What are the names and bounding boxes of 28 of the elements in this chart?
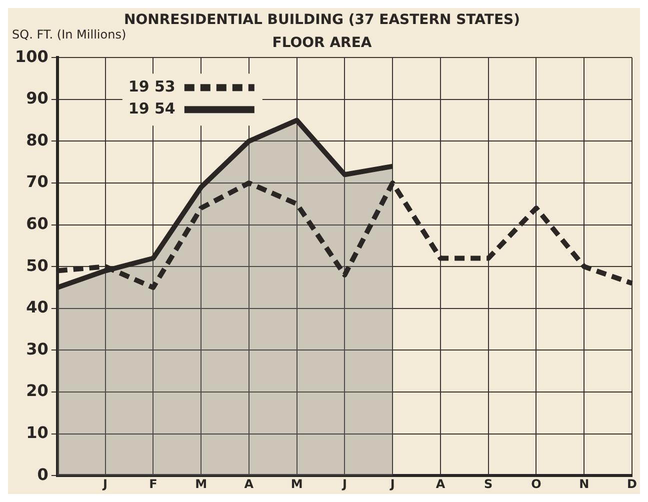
y-tick-label: 0 [37, 464, 48, 484]
y-tick-label: 30 [26, 339, 48, 358]
x-tick-label: D [627, 476, 638, 491]
x-tick-label: J [341, 476, 347, 491]
legend-label: 19 53 [128, 77, 176, 96]
x-tick-label: J [102, 476, 108, 491]
chart-title: NONRESIDENTIAL BUILDING (37 EASTERN STATES) [124, 12, 520, 28]
y-tick-label: 100 [14, 46, 48, 66]
y-tick-label: 40 [26, 298, 48, 317]
x-tick-label: O [531, 476, 542, 491]
y-tick-label: 50 [26, 256, 48, 275]
y-tick-label: 90 [26, 88, 48, 108]
y-axis-title: SQ. FT. (In Millions) [12, 28, 126, 42]
x-tick-label: A [244, 476, 254, 491]
y-tick-label: 60 [26, 214, 48, 233]
y-tick-label: 20 [26, 381, 48, 400]
y-tick-label: 10 [26, 422, 48, 442]
x-tick-label: M [290, 476, 303, 491]
x-tick-label: S [484, 476, 493, 491]
x-tick-label: F [149, 476, 158, 491]
y-tick-label: 70 [26, 172, 48, 192]
legend-label: 19 54 [128, 99, 176, 118]
chart-subtitle: FLOOR AREA [272, 34, 372, 51]
x-tick-label: M [195, 476, 208, 491]
y-tick-label: 80 [26, 130, 48, 150]
x-tick-label: J [389, 476, 395, 491]
x-tick-label: N [579, 476, 590, 491]
x-tick-label: A [436, 476, 446, 491]
